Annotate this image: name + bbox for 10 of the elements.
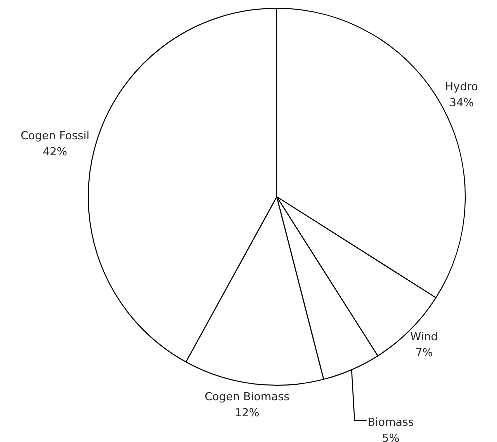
slice-label: Cogen Biomass <box>204 390 290 404</box>
slice-label: Hydro <box>445 80 478 94</box>
slice-label: Wind <box>410 330 438 344</box>
data-label: 12% <box>235 406 260 420</box>
slice-label: Biomass <box>368 416 414 429</box>
slice-label: Cogen Fossil <box>20 130 90 143</box>
data-label: 42% <box>43 146 68 159</box>
data-label: 7% <box>416 346 434 360</box>
data-label: 5% <box>382 432 400 442</box>
data-label: 34% <box>450 96 474 110</box>
